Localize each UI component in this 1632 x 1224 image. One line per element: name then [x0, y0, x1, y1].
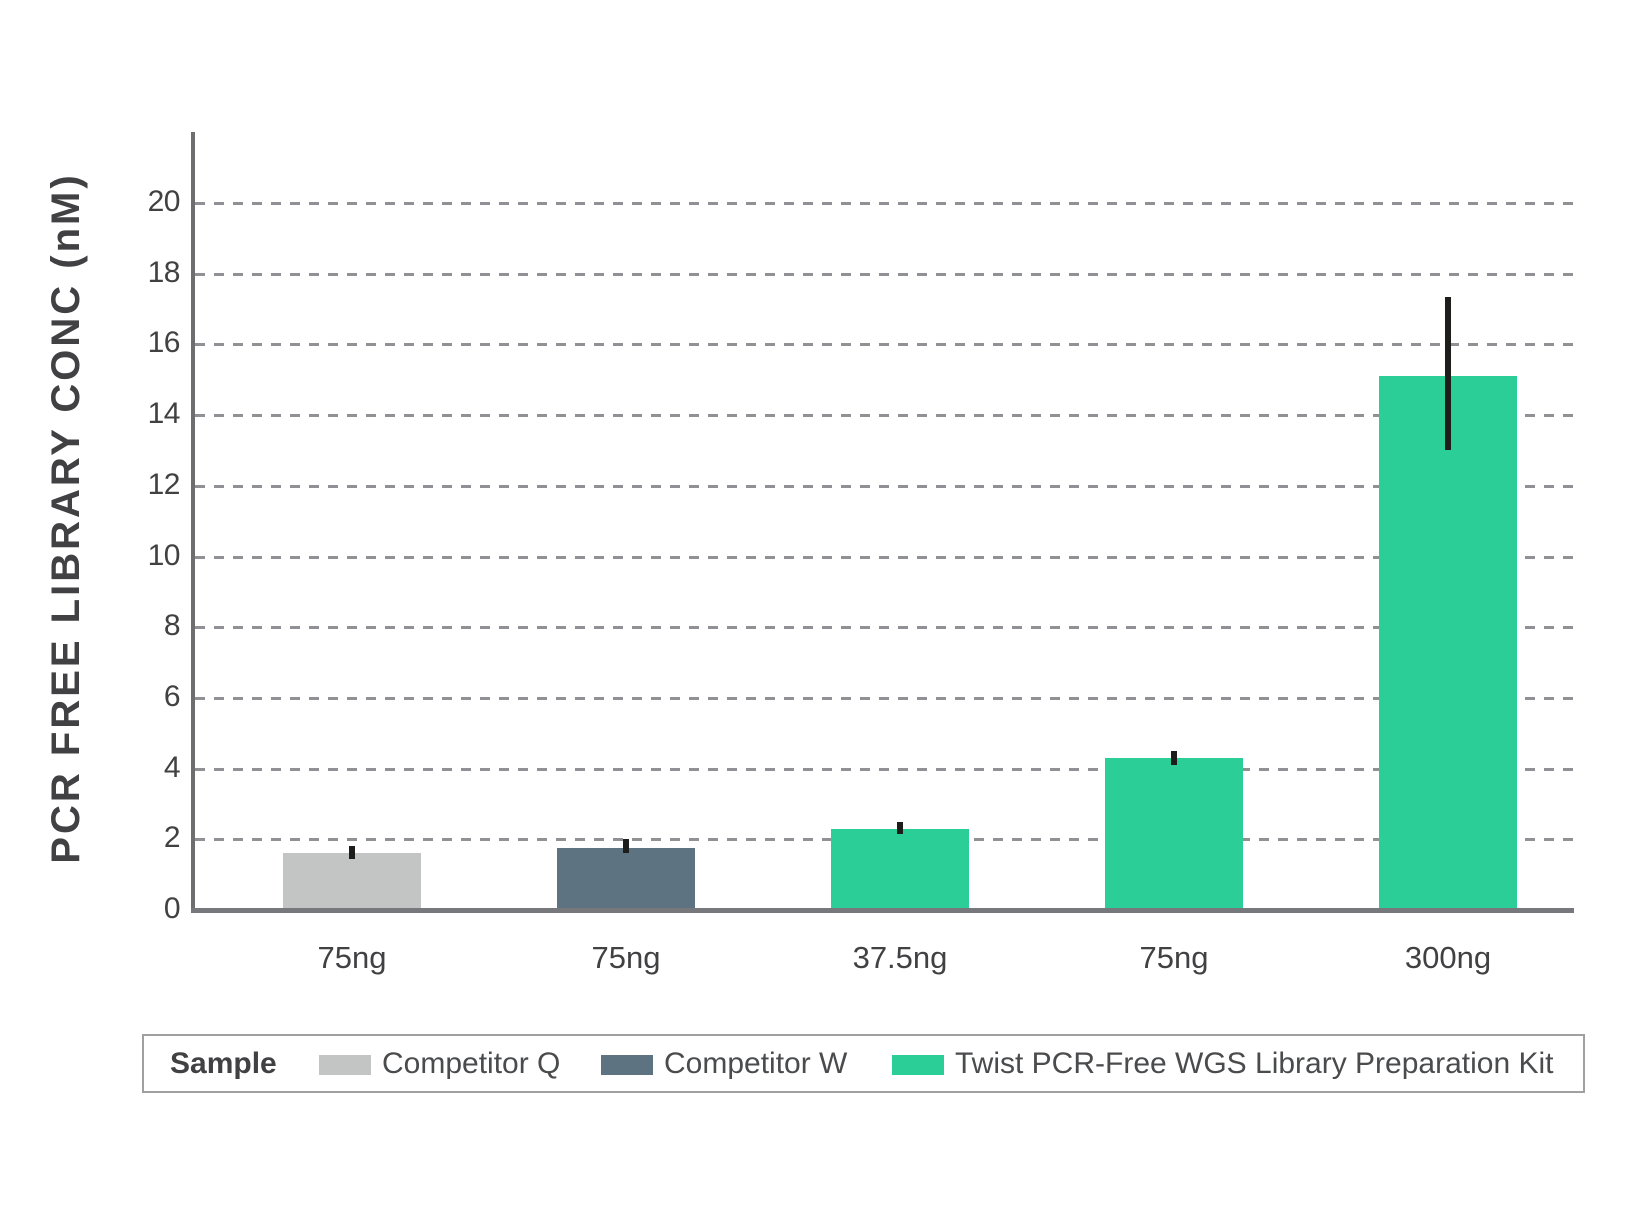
y-tick-label-16: 16 [147, 326, 181, 360]
gridline-14 [195, 414, 1578, 418]
gridline-8 [195, 626, 1578, 630]
bar-5-300ng [1379, 376, 1517, 910]
error-bar-3 [897, 821, 903, 834]
x-label-3: 37.5ng [852, 940, 948, 975]
y-tick-label-12: 12 [147, 467, 181, 501]
y-tick-label-2: 2 [163, 821, 181, 855]
legend-title: Sample [170, 1046, 277, 1080]
gridline-4 [195, 767, 1578, 771]
error-bar-4 [1171, 750, 1177, 766]
gridline-6 [195, 696, 1578, 700]
error-bar-1 [349, 846, 355, 859]
legend-label-3: Twist PCR-Free WGS Library Preparation K… [955, 1046, 1554, 1080]
y-tick-label-4: 4 [163, 750, 181, 784]
y-axis-title: PCR FREE LIBRARY CONC (nM) [44, 172, 88, 864]
x-label-2: 75ng [591, 940, 661, 975]
legend-swatch-2 [601, 1055, 653, 1075]
y-tick-label-6: 6 [163, 679, 181, 713]
bar-2-75ng [557, 848, 695, 910]
y-tick-label-10: 10 [147, 538, 181, 572]
error-bar-5 [1445, 296, 1451, 451]
y-tick-label-18: 18 [147, 255, 181, 289]
error-bar-2 [623, 839, 629, 854]
x-label-5: 300ng [1404, 940, 1492, 975]
x-axis-line [191, 908, 1574, 913]
bar-3-37.5ng [831, 828, 969, 910]
gridline-20 [195, 202, 1578, 205]
legend-label-1: Competitor Q [382, 1046, 561, 1080]
legend-label-2: Competitor W [664, 1046, 848, 1080]
x-label-1: 75ng [317, 940, 387, 975]
bar-1-75ng [283, 853, 421, 910]
y-tick-label-14: 14 [147, 397, 181, 431]
bar-4-75ng [1105, 757, 1243, 910]
gridline-12 [195, 484, 1578, 488]
legend-swatch-3 [892, 1055, 944, 1075]
legend: Sample Competitor Q Competitor W Twist PCR… [142, 1034, 1585, 1093]
gridline-10 [195, 555, 1578, 559]
y-axis-line [191, 132, 195, 913]
legend-swatch-1 [319, 1055, 371, 1075]
x-label-4: 75ng [1139, 940, 1209, 975]
gridline-18 [195, 272, 1578, 276]
y-tick-label-20: 20 [147, 185, 181, 218]
y-tick-label-8: 8 [163, 609, 181, 643]
gridline-16 [195, 343, 1578, 347]
y-tick-label-0: 0 [163, 892, 181, 925]
